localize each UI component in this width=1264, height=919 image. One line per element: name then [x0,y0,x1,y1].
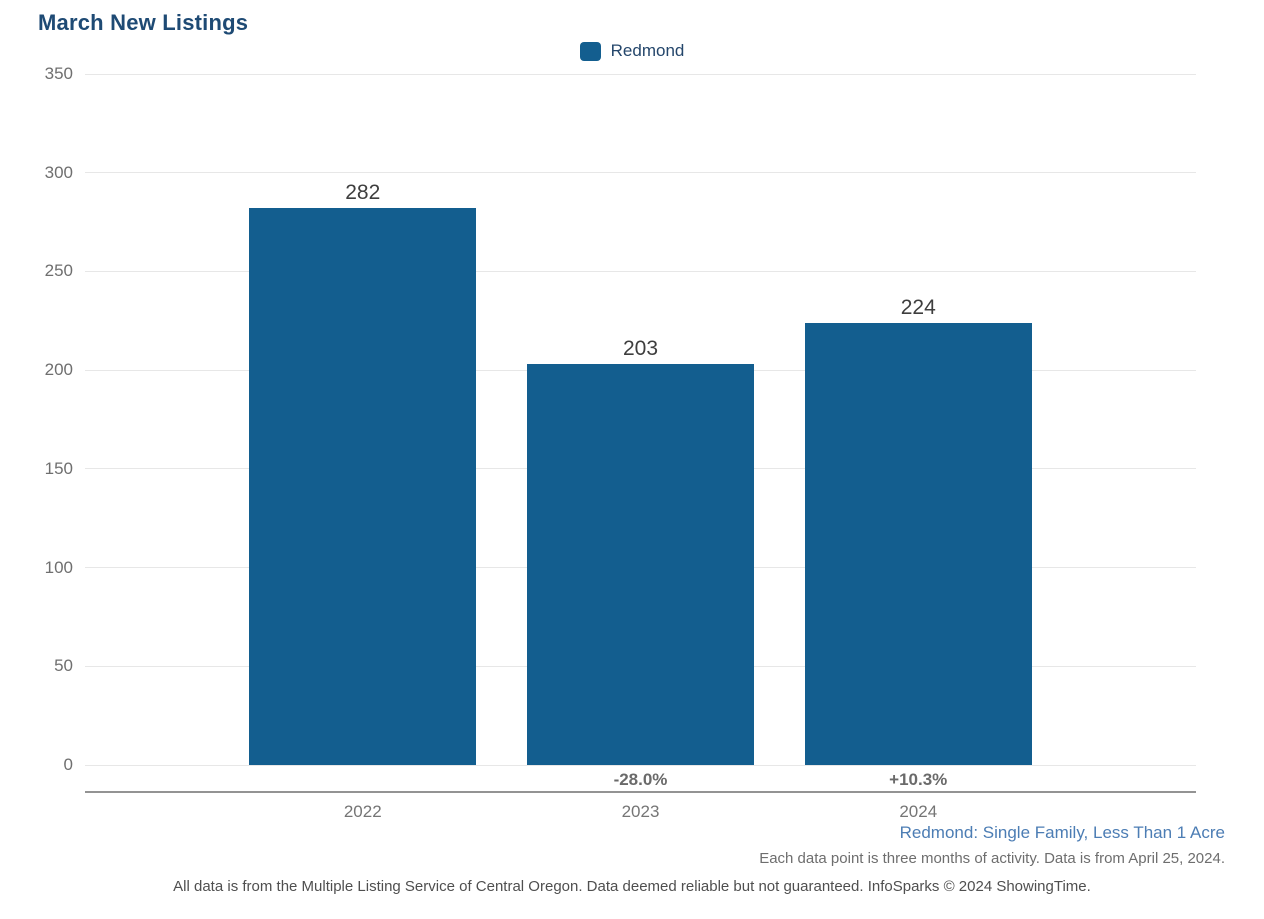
footer-disclaimer: All data is from the Multiple Listing Se… [173,878,1091,895]
percent-change-label: -28.0% [613,770,668,789]
legend-label: Redmond [610,41,685,60]
gridline [85,764,1196,766]
y-axis-tick-label: 50 [54,656,73,676]
x-axis-tick-label: 2022 [343,802,382,821]
gridline [85,270,1196,272]
bar-value-label: 224 [900,295,936,319]
x-axis-tick-label: 2023 [621,802,660,821]
y-axis-tick-label: 100 [44,557,73,577]
y-axis-tick-label: 150 [44,458,73,478]
percent-change-label: +10.3% [889,770,948,789]
y-axis-tick-label: 300 [44,162,73,182]
footer-note: Each data point is three months of activ… [759,850,1225,867]
bar-value-label: 203 [622,337,659,361]
y-axis-tick-label: 250 [44,261,73,281]
legend-item-redmond[interactable]: Redmond [0,41,1264,61]
x-axis-line [85,791,1196,793]
bar-2022[interactable] [249,208,477,765]
y-axis-tick-label: 200 [44,360,73,380]
bar-2024[interactable] [804,322,1032,765]
y-axis-tick-label: 0 [63,755,73,774]
chart-title: March New Listings [38,10,249,35]
bar-value-label: 282 [345,181,381,205]
y-axis-tick-label: 350 [44,64,73,83]
gridline [85,73,1196,75]
legend-swatch-icon [579,41,601,61]
x-axis-tick-label: 2024 [899,802,938,821]
footer-segment-label: Redmond: Single Family, Less Than 1 Acre [899,823,1225,842]
bar-2023[interactable] [527,364,754,765]
gridline [85,172,1196,174]
